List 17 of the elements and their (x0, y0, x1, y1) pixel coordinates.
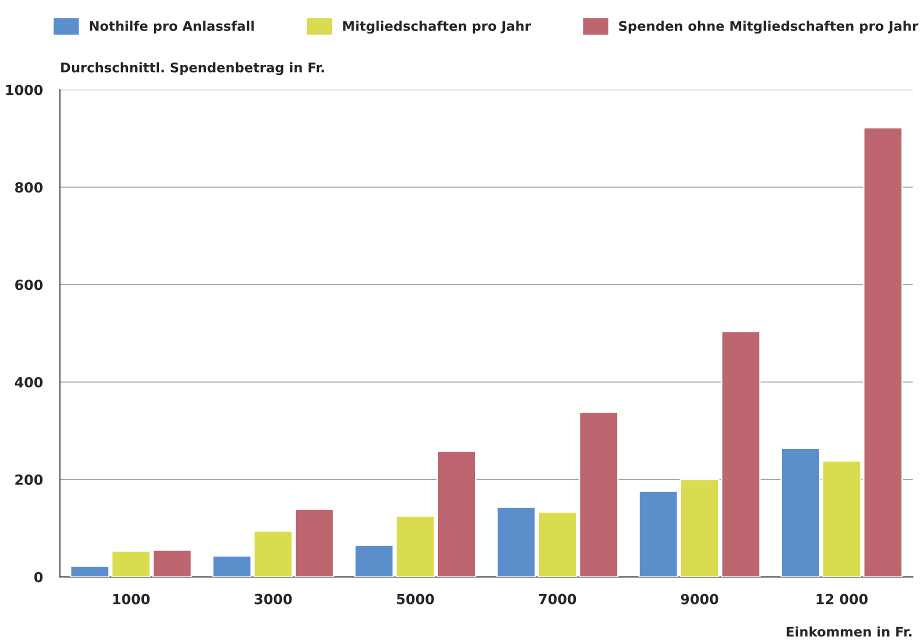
y-tick-label: 800 (15, 182, 43, 193)
x-tick-label: 7000 (539, 594, 576, 604)
x-tick-label: 1000 (113, 594, 150, 604)
x-tick-label: 3000 (254, 594, 292, 604)
y-axis-title: Durchschnittl. Spendenbetrag in Fr. (61, 62, 324, 76)
y-tick-label: 200 (15, 474, 43, 485)
legend-label: Nothilfe pro Anlassfall (90, 20, 254, 34)
x-tick-label: 12 000 (816, 594, 868, 604)
x-tick-label: 9000 (680, 594, 718, 604)
y-tick-label: 0 (34, 572, 43, 582)
y-tick-label: 400 (14, 377, 43, 388)
x-axis-title: Einkommen in Fr. (786, 626, 912, 637)
x-tick-label: 5000 (397, 594, 434, 604)
legend-label: Mitgliedschaften pro Jahr (343, 20, 532, 34)
legend-label: Spenden ohne Mitgliedschaften pro Jahr (619, 20, 918, 34)
y-tick-label: 600 (15, 280, 43, 290)
y-tick-label: 1000 (6, 84, 43, 96)
